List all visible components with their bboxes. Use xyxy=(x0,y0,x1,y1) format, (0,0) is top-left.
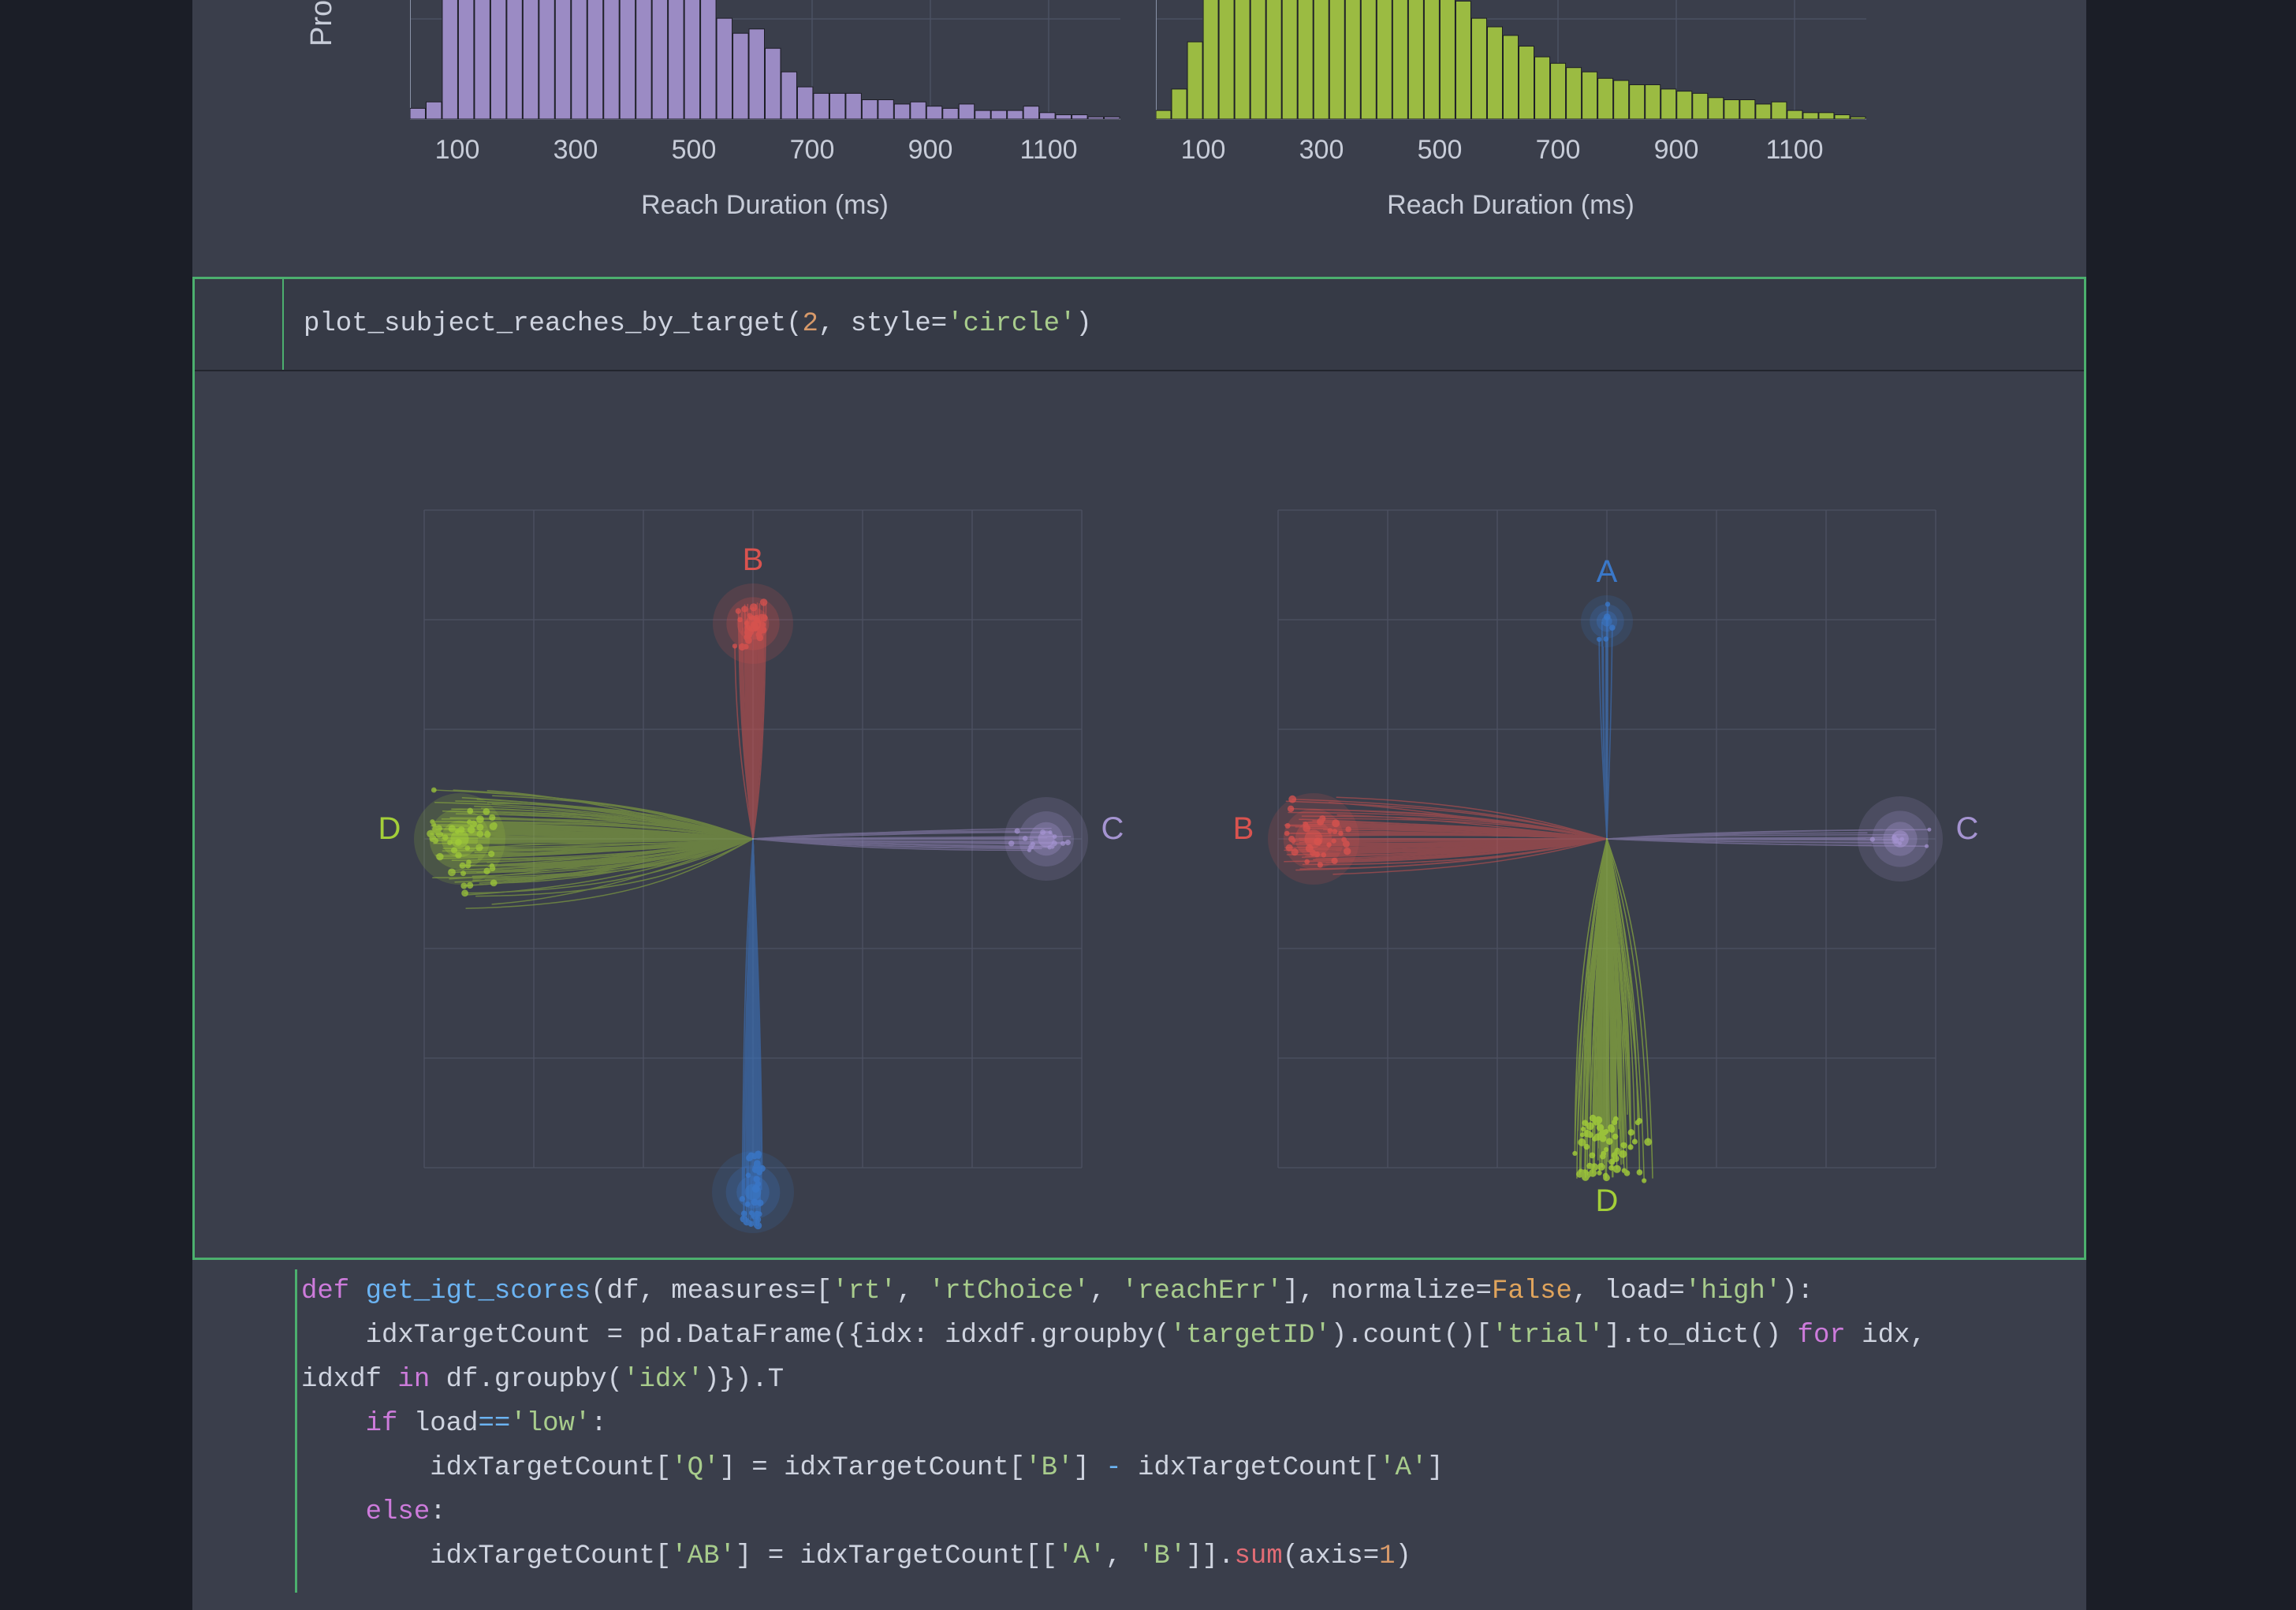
svg-text:Reach Duration (ms): Reach Duration (ms) xyxy=(641,190,889,220)
svg-text:A: A xyxy=(1597,554,1618,589)
svg-text:500: 500 xyxy=(1418,135,1463,165)
svg-text:C: C xyxy=(1956,811,1979,846)
svg-text:D: D xyxy=(378,811,401,846)
svg-text:100: 100 xyxy=(435,135,480,165)
svg-text:B: B xyxy=(743,542,764,577)
svg-text:1100: 1100 xyxy=(1765,135,1823,165)
svg-text:300: 300 xyxy=(1299,135,1344,165)
svg-text:1100: 1100 xyxy=(1019,135,1077,165)
svg-text:700: 700 xyxy=(1536,135,1581,165)
svg-text:D: D xyxy=(1596,1183,1619,1218)
svg-text:700: 700 xyxy=(790,135,835,165)
svg-text:500: 500 xyxy=(672,135,717,165)
svg-text:C: C xyxy=(1101,811,1124,846)
svg-text:900: 900 xyxy=(1654,135,1699,165)
svg-text:900: 900 xyxy=(908,135,953,165)
svg-text:300: 300 xyxy=(554,135,598,165)
svg-text:Reach Duration (ms): Reach Duration (ms) xyxy=(1387,190,1634,220)
svg-text:B: B xyxy=(1233,811,1254,846)
svg-text:100: 100 xyxy=(1181,135,1226,165)
